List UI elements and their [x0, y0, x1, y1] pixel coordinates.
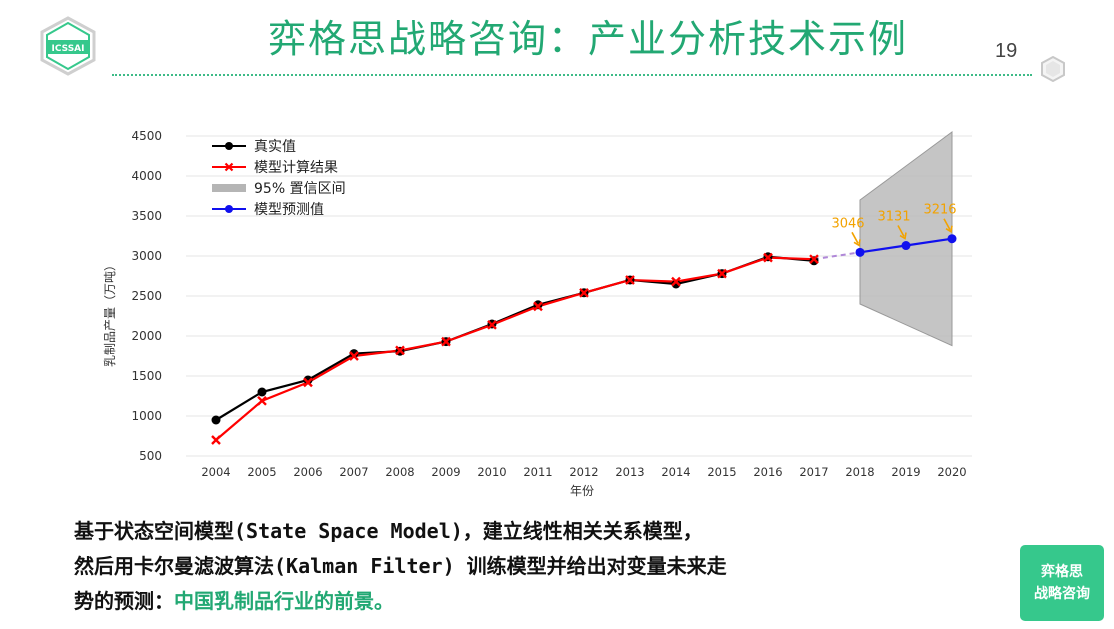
series-line-actual [215, 255, 815, 421]
actual-point [671, 279, 681, 289]
actual-point [349, 349, 359, 359]
legend-label: 模型计算结果 [254, 160, 338, 176]
confidence-band [859, 131, 953, 347]
x-tick-label: 2011 [523, 465, 552, 479]
legend-marker [225, 142, 233, 150]
prediction-annotation: 3131 [877, 210, 910, 225]
x-axis-label: 年份 [570, 484, 594, 498]
prediction-annotation: 3046 [831, 216, 864, 231]
x-tick-label: 2012 [569, 465, 598, 479]
actual-point [303, 375, 313, 385]
y-tick-label: 4500 [131, 129, 162, 143]
logo-text: ICSSAI [52, 44, 85, 54]
annotation-arrowhead [945, 225, 953, 234]
badge-line-1: 弈格思 [1041, 564, 1083, 580]
slide-title: 弈格思战略咨询：产业分析技术示例 [268, 17, 909, 61]
dairy-production-chart: 500 1000 1500 2000 2500 3000 3500 4000 4500 2004… [103, 129, 972, 498]
x-tick-label: 2006 [293, 465, 322, 479]
description-text: 基于状态空间模型(State Space Model)，建立线性相关关系模型， … [74, 514, 994, 619]
model-point [349, 351, 359, 361]
x-tick-label: 2016 [753, 465, 782, 479]
x-tick-label: 2008 [385, 465, 414, 479]
model-point [487, 319, 497, 330]
annotation-arrow [897, 225, 905, 237]
y-tick-label: 3500 [131, 209, 162, 223]
annotation-arrow [851, 231, 859, 244]
legend-label: 模型预测值 [254, 202, 324, 218]
model-point [441, 336, 451, 347]
y-tick-label: 1000 [131, 409, 162, 423]
annotation-arrowhead [853, 239, 861, 247]
series-line-model [215, 256, 815, 441]
title-divider [112, 74, 1032, 76]
confidence-band-layer [859, 131, 953, 347]
legend-label: 95% 置信区间 [254, 181, 346, 197]
badge-line-2: 战略咨询 [1034, 586, 1090, 602]
forecast-connector [813, 251, 861, 261]
page-number: 19 [995, 40, 1018, 62]
x-tick-label: 2007 [339, 465, 368, 479]
legend-swatch [212, 184, 246, 192]
actual-point [257, 387, 267, 397]
x-tick-label: 2018 [845, 465, 874, 479]
y-tick-label: 500 [139, 449, 162, 463]
prediction-point [901, 241, 911, 251]
description-line-1: 基于状态空间模型(State Space Model)，建立线性相关关系模型， [74, 519, 703, 543]
model-point [763, 252, 773, 263]
x-tick-label: 2019 [891, 465, 920, 479]
description-highlight: 中国乳制品行业的前景。 [174, 589, 394, 613]
y-tick-label: 3000 [131, 249, 162, 263]
annotation-arrow [943, 218, 951, 231]
y-tick-label: 2000 [131, 329, 162, 343]
legend-marker [224, 162, 234, 172]
y-tick-label: 1500 [131, 369, 162, 383]
actual-point [211, 415, 221, 425]
model-point [211, 435, 221, 445]
model-point [303, 377, 313, 388]
x-tick-label: 2015 [707, 465, 736, 479]
model-point [533, 301, 543, 312]
x-tick-label: 2004 [201, 465, 230, 479]
x-tick-label: 2013 [615, 465, 644, 479]
x-tick-label: 2017 [799, 465, 828, 479]
model-point [395, 345, 405, 356]
y-tick-label: 2500 [131, 289, 162, 303]
y-tick-labels: 500 1000 1500 2000 2500 3000 3500 4000 4500 [131, 129, 162, 463]
prediction-point [947, 234, 957, 244]
x-tick-label: 2014 [661, 465, 690, 479]
y-axis-label: 乳制品产量（万吨） [103, 259, 117, 367]
annotation-arrowhead [899, 232, 907, 240]
x-tick-label: 2020 [937, 465, 966, 479]
model-point [625, 275, 635, 285]
model-point [257, 395, 267, 406]
annotations-layer: 3046 3131 3216 [831, 203, 957, 247]
x-tick-label: 2010 [477, 465, 506, 479]
x-tick-labels: 2004 2005 2006 2007 2008 2009 2010 2011 2012 2013… [201, 465, 966, 479]
x-tick-label: 2009 [431, 465, 460, 479]
x-tick-label: 2005 [247, 465, 276, 479]
series-layer [211, 234, 957, 445]
legend-marker [225, 205, 233, 213]
model-point [809, 254, 819, 265]
model-point [579, 287, 589, 298]
icssai-logo: ICSSAI [40, 16, 96, 76]
legend-label: 真实值 [254, 139, 296, 155]
prediction-annotation: 3216 [923, 203, 956, 218]
model-point [717, 268, 727, 279]
y-tick-label: 4000 [131, 169, 162, 183]
prediction-point [855, 247, 865, 257]
model-point [671, 276, 681, 287]
description-line-3: 势的预测：中国乳制品行业的前景。 [74, 584, 994, 619]
description-line-3-prefix: 势的预测： [74, 589, 174, 613]
company-badge: 弈格思 战略咨询 [1020, 545, 1104, 621]
description-line-2: 然后用卡尔曼滤波算法(Kalman Filter) 训练模型并给出对变量未来走 [74, 554, 727, 578]
hexagon-icon [1041, 56, 1065, 82]
